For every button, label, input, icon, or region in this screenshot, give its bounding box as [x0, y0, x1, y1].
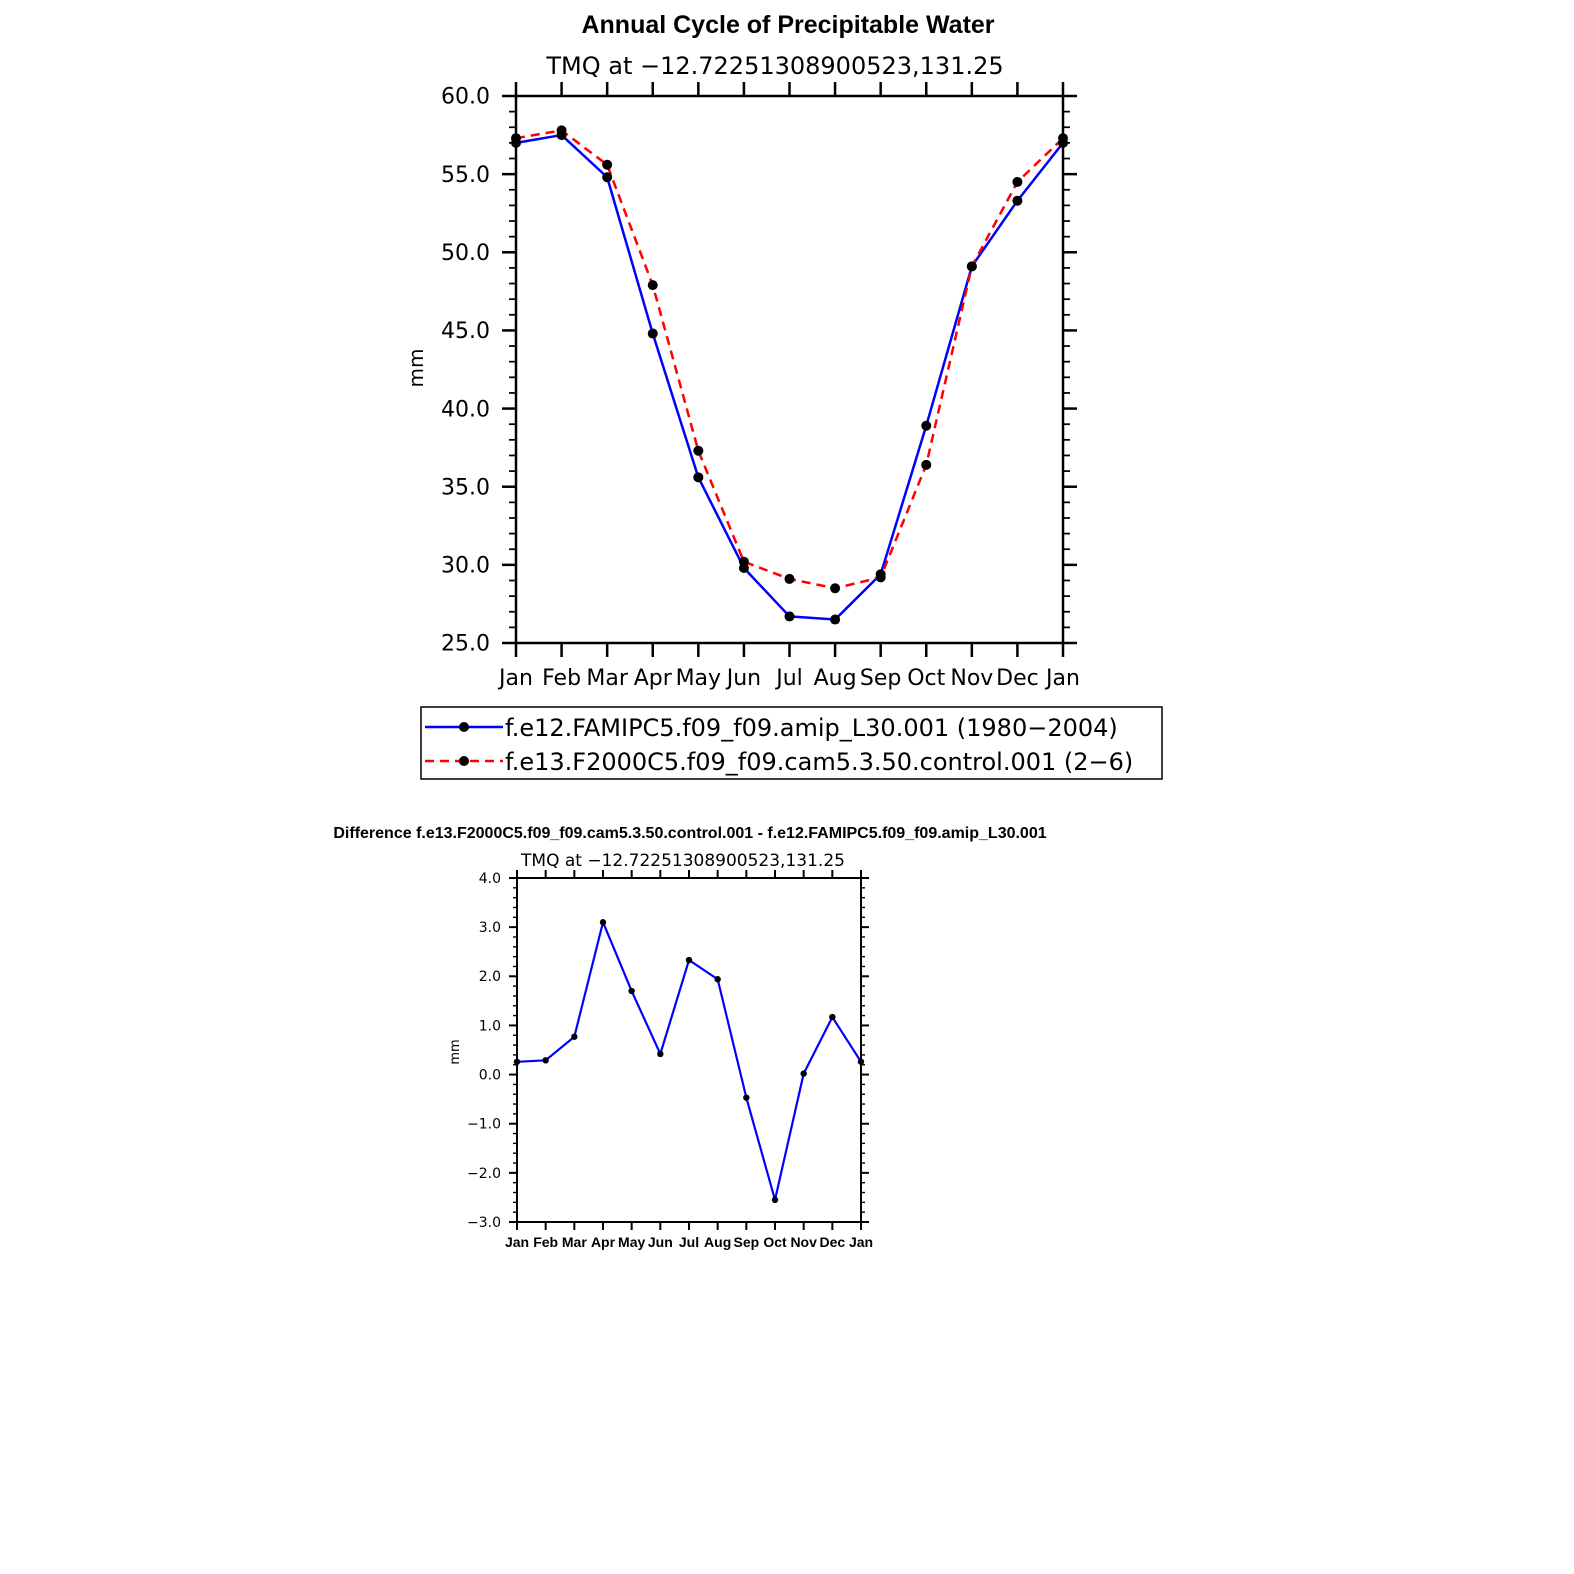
y-tick-label: 45.0: [441, 319, 490, 344]
difference-subtitle: TMQ at −12.72251308900523,131.25: [520, 851, 845, 871]
plot-frame: [514, 94, 1065, 645]
y-tick-label: 60.0: [441, 85, 490, 110]
y-tick-label: 40.0: [441, 397, 490, 422]
x-tick-label: Oct: [763, 1234, 787, 1250]
x-tick-label: Oct: [907, 666, 945, 691]
y-tick-label: 55.0: [441, 163, 490, 188]
x-tick-label: Aug: [704, 1234, 731, 1250]
data-point: [602, 159, 613, 170]
y-tick-label: −1.0: [467, 1117, 501, 1133]
x-tick-label: May: [676, 666, 721, 691]
x-tick-label: Apr: [634, 666, 673, 691]
legend-label-control: f.e13.F2000C5.f09_f09.cam5.3.50.control.…: [505, 748, 1133, 776]
data-point: [875, 572, 886, 583]
x-tick-label: Sep: [860, 666, 901, 691]
y-tick-label: 50.0: [441, 241, 490, 266]
axis-ticks: [502, 82, 1077, 657]
series-markers: [511, 125, 1068, 625]
series-line-1: [515, 129, 1064, 590]
series-line-0: [515, 133, 1064, 621]
chart-subtitle: TMQ at −12.72251308900523,131.25: [545, 52, 1003, 80]
y-tick-label: 1.0: [479, 1018, 501, 1034]
y-tick-label: −2.0: [467, 1166, 501, 1182]
y-tick-label: 25.0: [441, 632, 490, 657]
x-tick-label: Dec: [996, 666, 1039, 691]
difference-tick-labels: Jan Feb Mar Apr May Jun Jul Aug Sep Oct Nov Dec Jan−…: [467, 871, 873, 1250]
legend-label-amip: f.e12.FAMIPC5.f09_f09.amip_L30.001 (1980…: [505, 714, 1118, 742]
data-point: [830, 614, 841, 625]
y-tick-label: 0.0: [479, 1067, 501, 1083]
data-point: [738, 556, 749, 567]
data-point: [921, 459, 932, 470]
data-point: [743, 1094, 750, 1101]
annual-cycle-panel: Annual Cycle of Precipitable Water TMQ a…: [404, 11, 1163, 780]
data-point: [714, 976, 721, 983]
x-tick-label: Jul: [774, 666, 803, 691]
x-tick-label: Aug: [814, 666, 857, 691]
legend-marker-amip: [459, 722, 469, 732]
data-point: [784, 573, 795, 584]
y-tick-label: −3.0: [467, 1215, 501, 1231]
legend-marker-control: [459, 756, 469, 766]
difference-panel: Difference f.e13.F2000C5.f09_f09.cam5.3.…: [333, 825, 1046, 1250]
difference-title: Difference f.e13.F2000C5.f09_f09.cam5.3.…: [333, 825, 1046, 842]
data-point: [966, 261, 977, 272]
x-tick-label: Nov: [790, 1234, 817, 1250]
y-tick-label: 4.0: [479, 871, 501, 887]
x-tick-label: Nov: [950, 666, 993, 691]
data-point: [602, 172, 613, 183]
difference-markers: [513, 919, 865, 1204]
difference-plot-frame: [516, 877, 862, 1223]
difference-line: [516, 921, 862, 1201]
data-point: [784, 611, 795, 622]
x-tick-label: Mar: [562, 1234, 587, 1250]
tick-labels: Jan Feb Mar Apr May Jun Jul Aug Sep Oct Nov Dec Jan2…: [441, 85, 1080, 691]
chart-title: Annual Cycle of Precipitable Water: [581, 11, 994, 39]
data-point: [830, 583, 841, 594]
data-point: [628, 987, 635, 995]
x-tick-label: Jan: [849, 1234, 873, 1250]
data-point: [1012, 176, 1023, 187]
data-point: [571, 1033, 578, 1040]
y-tick-label: 30.0: [441, 554, 490, 579]
x-tick-label: Jan: [497, 666, 533, 691]
x-tick-label: Jul: [679, 1234, 699, 1250]
x-tick-label: Jan: [505, 1234, 529, 1250]
legend: f.e12.FAMIPC5.f09_f09.amip_L30.001 (1980…: [420, 706, 1163, 780]
x-tick-label: Jun: [725, 666, 761, 691]
x-tick-label: Feb: [542, 666, 581, 691]
y-tick-label: 3.0: [479, 920, 501, 936]
y-axis-label: mm: [404, 349, 428, 388]
data-point: [599, 919, 607, 926]
y-tick-label: 35.0: [441, 475, 490, 500]
x-tick-label: May: [618, 1234, 645, 1250]
data-point: [657, 1050, 664, 1058]
x-tick-label: Feb: [533, 1234, 558, 1250]
data-point: [829, 1013, 836, 1021]
y-tick-label: 2.0: [479, 969, 501, 985]
data-point: [647, 280, 658, 291]
x-tick-label: Mar: [586, 666, 628, 691]
x-tick-label: Apr: [591, 1234, 616, 1250]
data-point: [921, 420, 932, 431]
x-tick-label: Dec: [819, 1234, 845, 1250]
data-point: [800, 1070, 807, 1077]
data-point: [693, 472, 704, 483]
legend-box: [420, 706, 1163, 780]
data-point: [556, 125, 567, 136]
data-point: [647, 328, 658, 339]
x-tick-label: Jun: [648, 1234, 673, 1250]
data-point: [771, 1196, 779, 1204]
series-lines: [515, 129, 1064, 621]
x-tick-label: Sep: [733, 1234, 759, 1250]
data-point: [685, 956, 693, 964]
difference-y-axis-label: mm: [448, 1039, 463, 1064]
data-point: [1012, 195, 1023, 206]
data-point: [542, 1057, 549, 1064]
data-point: [693, 445, 704, 456]
series-line-0: [516, 921, 862, 1201]
x-tick-label: Jan: [1044, 666, 1080, 691]
